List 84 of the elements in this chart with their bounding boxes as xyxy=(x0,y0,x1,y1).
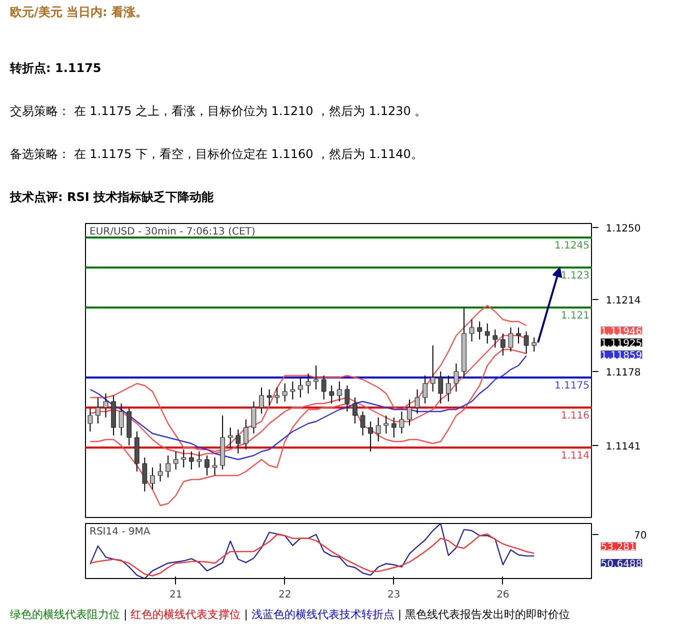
text: 70 xyxy=(634,530,647,542)
text: 技术点评: RSI 技术指标缺乏下降动能 xyxy=(10,190,214,204)
candlestick xyxy=(360,411,366,436)
text: 绿色的横线代表阻力位 | 红色的横线代表支撑位 | 浅蓝色的横线代表技术转折点 | 黑色线代表报告发出时的即时价位 xyxy=(10,607,570,623)
candlestick xyxy=(298,377,303,398)
candlestick xyxy=(306,373,311,394)
candlestick xyxy=(422,375,428,404)
candlestick xyxy=(228,427,233,448)
candlestick xyxy=(290,381,296,400)
ref-line-label: 1.114 xyxy=(560,450,590,462)
candlestick xyxy=(344,385,350,412)
candlestick xyxy=(368,421,373,452)
x-tick-label: 23 xyxy=(388,590,400,600)
x-tick-label: 26 xyxy=(496,590,510,600)
text: 53.281 xyxy=(600,542,636,554)
candlestick xyxy=(314,365,318,390)
chart-title: 欧元/美元 当日内: 看涨。 xyxy=(10,4,149,21)
line-series xyxy=(90,304,527,452)
candlestick xyxy=(188,451,194,470)
x-tick-label: 22 xyxy=(278,590,292,600)
candlestick xyxy=(484,323,490,344)
candlestick xyxy=(96,397,100,424)
candlestick xyxy=(438,371,444,404)
text: 50.6488 xyxy=(600,558,642,570)
candlestick xyxy=(336,381,342,402)
candlestick xyxy=(477,321,482,340)
candlestick xyxy=(282,383,288,402)
candlestick xyxy=(399,411,404,434)
candlestick xyxy=(524,331,529,354)
candlestick xyxy=(142,457,148,492)
candlestick xyxy=(251,401,256,434)
x-tick-label: 21 xyxy=(169,590,182,600)
candlestick xyxy=(454,363,459,392)
chart-title: RSI14 - 9MA xyxy=(90,526,150,538)
y-tick-label: 1.1214 xyxy=(606,296,641,306)
y-tick-label: 1.1250 xyxy=(606,224,641,234)
candlestick xyxy=(446,375,451,402)
line-series xyxy=(90,348,527,506)
candlestick xyxy=(376,417,381,442)
candlestick xyxy=(391,417,396,438)
text: 1.11946 xyxy=(600,326,642,338)
candlestick xyxy=(236,429,241,454)
ref-line-label: 1.121 xyxy=(560,310,590,322)
y-tick-label: 1.1178 xyxy=(606,368,641,378)
candlestick xyxy=(532,337,537,352)
y-tick-label: 1.1141 xyxy=(606,442,641,452)
candlestick xyxy=(430,345,436,392)
line-series xyxy=(90,355,527,460)
candlestick xyxy=(243,419,248,450)
candlestick xyxy=(158,463,163,482)
candlestick xyxy=(516,327,521,344)
candlestick xyxy=(173,451,178,470)
candlestick xyxy=(259,387,264,414)
candlestick xyxy=(266,389,272,406)
ref-line-label: 1.1245 xyxy=(554,240,590,252)
candlestick xyxy=(492,329,498,348)
text: 1.11925 xyxy=(600,338,642,350)
ref-line-label: 1.116 xyxy=(560,410,590,422)
text: 1.11859 xyxy=(600,350,642,362)
candlestick xyxy=(88,407,93,432)
candlestick xyxy=(204,455,210,476)
candlestick xyxy=(181,449,186,468)
candlestick xyxy=(212,457,218,476)
candlestick xyxy=(103,393,108,418)
candlestick xyxy=(321,375,326,400)
candlestick xyxy=(500,333,506,356)
candlestick xyxy=(384,415,389,434)
candlestick xyxy=(166,455,170,478)
candlestick xyxy=(407,399,412,426)
text: 交易策略： 在 1.1175 之上，看涨，目标价位为 1.1210 ，然后为 1.1230 。 xyxy=(10,104,427,118)
candlestick xyxy=(469,319,474,342)
candlestick xyxy=(196,451,202,468)
ref-line-label: 1.123 xyxy=(560,270,590,282)
text: 备选策略： 在 1.1175 下，看空，目标价位定在 1.1160 ，然后为 1.1140。 xyxy=(10,147,423,161)
candlestick xyxy=(150,467,155,490)
candlestick xyxy=(508,327,514,352)
candlestick xyxy=(329,385,334,404)
candlestick xyxy=(274,387,280,404)
candlestick xyxy=(414,389,420,414)
ref-line-label: 1.1175 xyxy=(554,380,590,392)
chart-subtitle: EUR/USD - 30min - 7:06:13 (CET) xyxy=(90,226,256,238)
candlestick xyxy=(352,397,358,424)
candlestick xyxy=(118,403,124,436)
text: 转折点: 1.1175 xyxy=(10,60,102,75)
